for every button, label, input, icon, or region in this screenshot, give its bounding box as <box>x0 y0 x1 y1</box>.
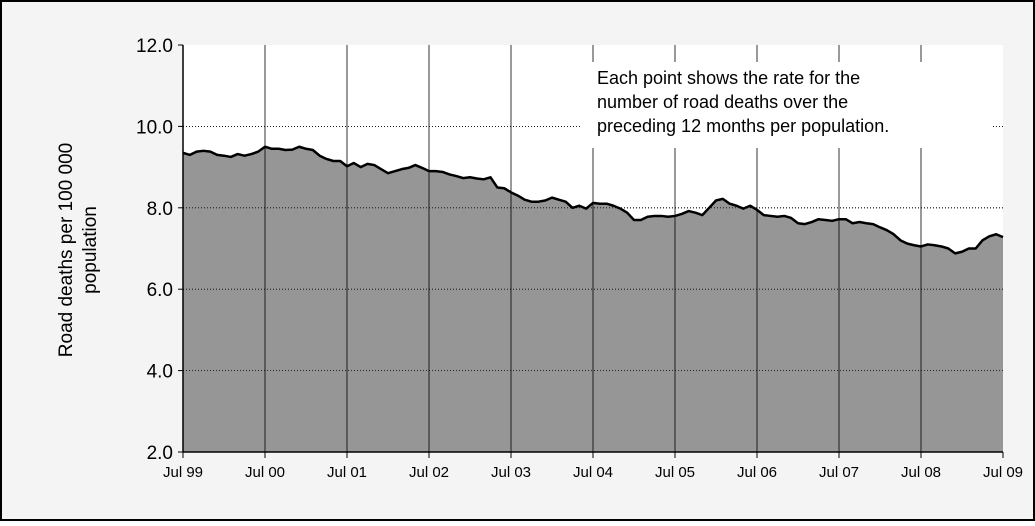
annotation: Each point shows the rate for the <box>597 68 860 88</box>
y-tick-label: 4.0 <box>147 362 173 383</box>
annotation: preceding 12 months per population. <box>597 116 889 136</box>
y-tick-label: 6.0 <box>147 280 173 301</box>
x-tick-label: Jul 09 <box>983 464 1023 481</box>
annotation: number of road deaths over the <box>597 92 848 112</box>
x-tick-label: Jul 06 <box>737 464 777 481</box>
x-tick-label: Jul 05 <box>655 464 695 481</box>
x-tick-label: Jul 99 <box>163 464 203 481</box>
x-tick-label: Jul 07 <box>819 464 859 481</box>
x-tick-label: Jul 08 <box>901 464 941 481</box>
x-tick-label: Jul 03 <box>491 464 531 481</box>
y-tick-label: 10.0 <box>136 117 173 138</box>
x-tick-label: Jul 01 <box>327 464 367 481</box>
x-tick-label: Jul 04 <box>573 464 613 481</box>
y-tick-label: 8.0 <box>147 199 173 220</box>
y-tick-label: 12.0 <box>136 36 173 57</box>
annotation-box <box>582 62 992 148</box>
x-tick-label: Jul 00 <box>245 464 285 481</box>
x-tick-label: Jul 02 <box>409 464 449 481</box>
y-tick-label: 2.0 <box>147 443 173 464</box>
y-axis-label: population <box>80 206 101 294</box>
y-axis-label: Road deaths per 100 000 <box>56 143 77 357</box>
